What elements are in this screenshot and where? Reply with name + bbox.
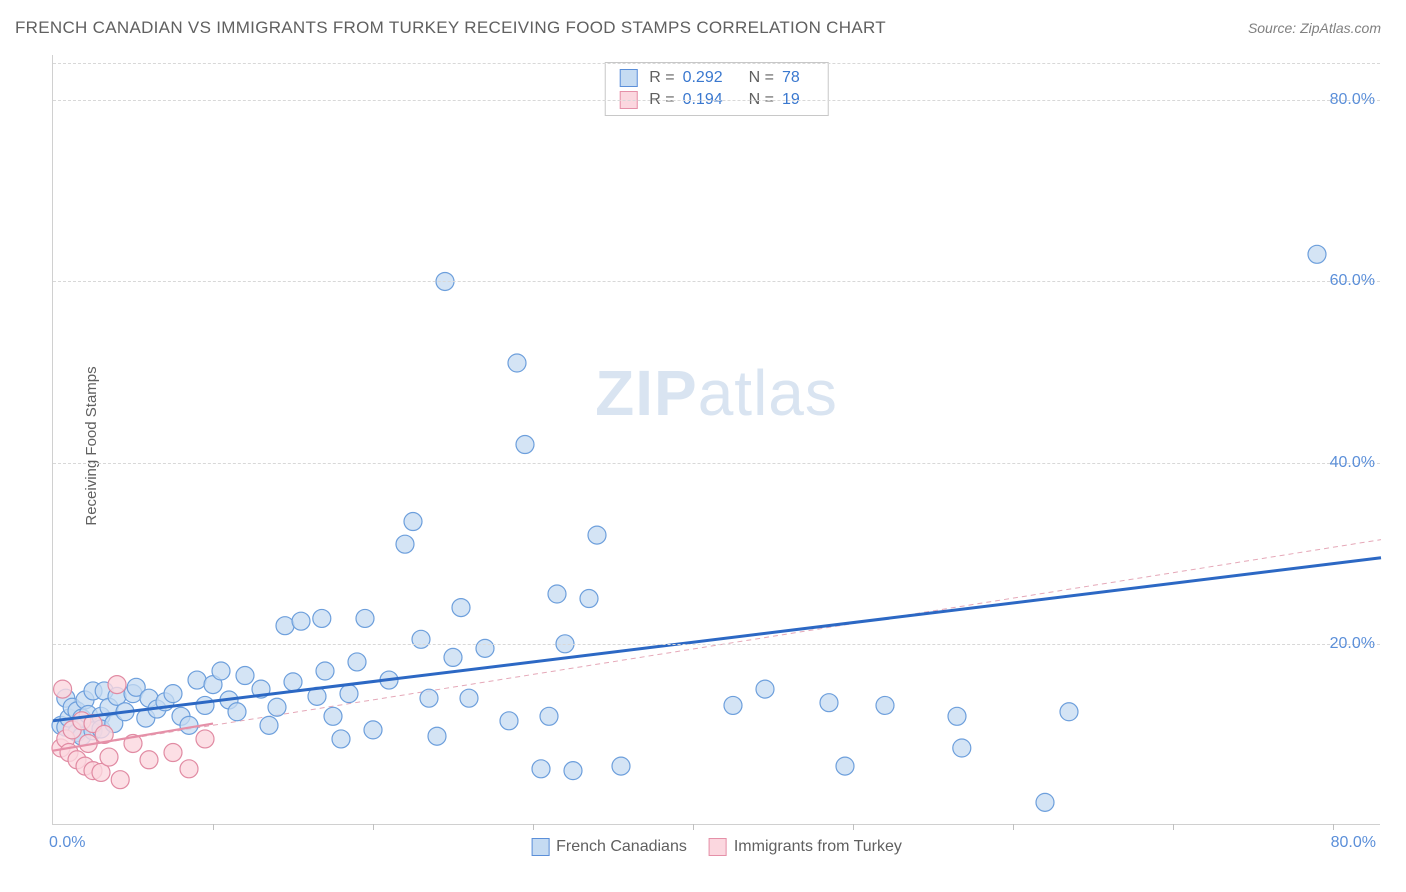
plot-area: ZIPatlas R = 0.292 N = 78 R = 0.194 N = …: [52, 55, 1380, 825]
chart-container: FRENCH CANADIAN VS IMMIGRANTS FROM TURKE…: [0, 0, 1406, 892]
legend-item-pink: Immigrants from Turkey: [709, 838, 902, 856]
r-value: 0.292: [683, 69, 723, 87]
r-label: R =: [649, 69, 674, 87]
data-point: [54, 680, 72, 698]
y-tick-label: 20.0%: [1330, 635, 1385, 653]
data-point: [164, 744, 182, 762]
data-point: [452, 599, 470, 617]
data-point: [724, 696, 742, 714]
data-point: [196, 730, 214, 748]
data-point: [212, 662, 230, 680]
legend-swatch-blue: [619, 69, 637, 87]
data-point: [476, 639, 494, 657]
x-tick: [373, 824, 374, 830]
data-point: [108, 676, 126, 694]
legend-series: French Canadians Immigrants from Turkey: [531, 838, 902, 856]
n-value: 78: [782, 69, 800, 87]
data-point: [188, 671, 206, 689]
data-point: [588, 526, 606, 544]
data-point: [364, 721, 382, 739]
data-point: [540, 707, 558, 725]
data-point: [548, 585, 566, 603]
data-point: [348, 653, 366, 671]
data-point: [324, 707, 342, 725]
data-point: [564, 762, 582, 780]
source-credit: Source: ZipAtlas.com: [1248, 20, 1381, 36]
data-point: [953, 739, 971, 757]
data-point: [516, 436, 534, 454]
legend-label: Immigrants from Turkey: [734, 838, 902, 856]
data-point: [876, 696, 894, 714]
data-point: [292, 612, 310, 630]
legend-swatch-blue: [531, 838, 549, 856]
data-point: [508, 354, 526, 372]
data-point: [404, 513, 422, 531]
x-min-label: 0.0%: [49, 834, 85, 852]
data-point: [420, 689, 438, 707]
data-point: [340, 685, 358, 703]
data-point: [228, 703, 246, 721]
data-point: [196, 696, 214, 714]
n-label: N =: [749, 69, 774, 87]
data-point: [836, 757, 854, 775]
data-point: [756, 680, 774, 698]
data-point: [164, 685, 182, 703]
data-point: [180, 760, 198, 778]
x-tick: [533, 824, 534, 830]
data-point: [260, 716, 278, 734]
y-tick-label: 60.0%: [1330, 272, 1385, 290]
gridline: [53, 463, 1380, 464]
legend-statistics: R = 0.292 N = 78 R = 0.194 N = 19: [604, 62, 829, 116]
data-point: [612, 757, 630, 775]
y-tick-label: 80.0%: [1330, 91, 1385, 109]
legend-stat-row-blue: R = 0.292 N = 78: [619, 67, 814, 89]
gridline: [53, 644, 1380, 645]
data-point: [444, 648, 462, 666]
data-point: [460, 689, 478, 707]
data-point: [500, 712, 518, 730]
data-point: [1060, 703, 1078, 721]
data-point: [396, 535, 414, 553]
data-point: [236, 667, 254, 685]
x-tick: [213, 824, 214, 830]
gridline: [53, 63, 1380, 64]
legend-swatch-pink: [709, 838, 727, 856]
data-point: [1036, 793, 1054, 811]
data-point: [1308, 245, 1326, 263]
data-point: [580, 590, 598, 608]
data-point: [948, 707, 966, 725]
y-tick-label: 40.0%: [1330, 454, 1385, 472]
data-point: [316, 662, 334, 680]
x-tick: [693, 824, 694, 830]
x-tick: [1333, 824, 1334, 830]
legend-label: French Canadians: [556, 838, 687, 856]
data-point: [313, 609, 331, 627]
data-point: [532, 760, 550, 778]
data-point: [100, 748, 118, 766]
x-tick: [853, 824, 854, 830]
legend-item-blue: French Canadians: [531, 838, 687, 856]
chart-title: FRENCH CANADIAN VS IMMIGRANTS FROM TURKE…: [15, 18, 886, 38]
data-point: [268, 698, 286, 716]
gridline: [53, 281, 1380, 282]
data-point: [180, 716, 198, 734]
data-point: [140, 751, 158, 769]
scatter-layer: [53, 55, 1380, 824]
data-point: [332, 730, 350, 748]
data-point: [276, 617, 294, 635]
data-point: [356, 609, 374, 627]
trend-line: [53, 540, 1381, 751]
data-point: [111, 771, 129, 789]
gridline: [53, 100, 1380, 101]
data-point: [428, 727, 446, 745]
data-point: [820, 694, 838, 712]
x-tick: [1013, 824, 1014, 830]
data-point: [412, 630, 430, 648]
trend-line: [53, 558, 1381, 721]
data-point: [284, 673, 302, 691]
x-max-label: 80.0%: [1331, 834, 1376, 852]
x-tick: [1173, 824, 1174, 830]
